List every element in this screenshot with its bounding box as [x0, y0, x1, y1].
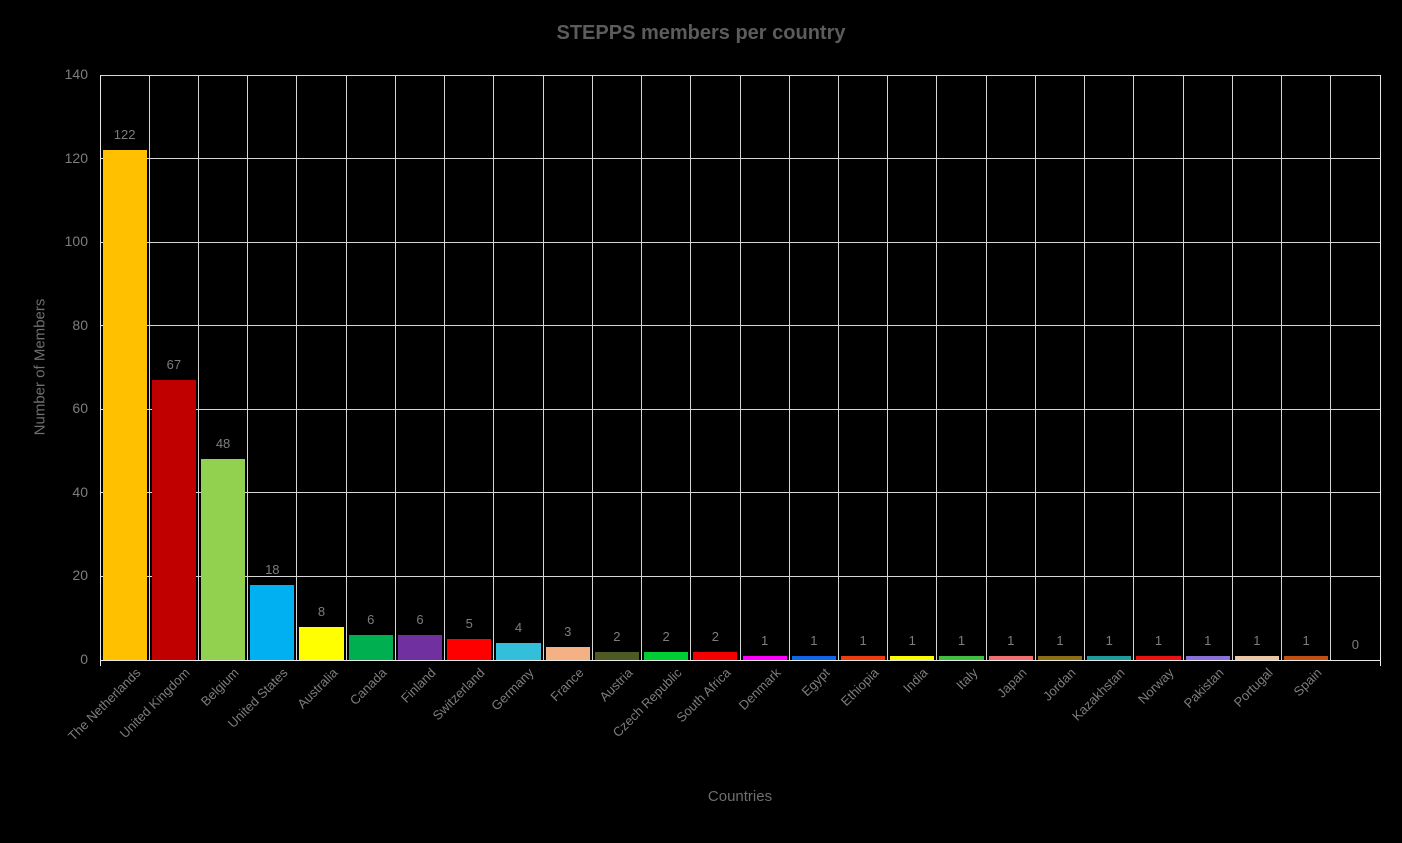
bar-belgium [200, 459, 246, 660]
bar-the-netherlands [102, 150, 147, 660]
bar-norway [1136, 655, 1181, 660]
bar-south-africa [693, 651, 738, 660]
bar-austria [594, 651, 640, 660]
bar-value-label: 1 [810, 632, 818, 648]
bar-denmark [742, 655, 787, 660]
bar-value-label: 3 [564, 624, 572, 640]
v-gridline [591, 75, 593, 660]
bar-italy [939, 655, 984, 660]
v-gridline [394, 75, 396, 660]
bar-ethiopia [840, 655, 886, 660]
bar-value-label: 1 [957, 632, 966, 648]
v-gridline [493, 75, 495, 660]
y-tick-label: 60 [72, 400, 88, 417]
v-gridline [887, 75, 889, 660]
bar-pakistan [1185, 655, 1230, 660]
bar-value-label: 1 [1253, 632, 1261, 648]
bar-value-label: 1 [1105, 632, 1113, 648]
bar-france [545, 647, 590, 660]
v-gridline [690, 75, 692, 660]
bar-united-kingdom [151, 380, 196, 660]
bar-value-label: 1 [1007, 632, 1015, 648]
bar-value-label: 0 [1351, 637, 1359, 652]
bar-value-label: 1 [760, 632, 769, 648]
bar-value-label: 18 [265, 561, 280, 577]
v-gridline [542, 75, 544, 660]
bar-value-label: 2 [711, 628, 719, 644]
bar-switzerland [447, 639, 492, 660]
bar-canada [348, 634, 393, 660]
bar-value-label: 1 [908, 632, 916, 648]
bar-united-states [250, 584, 295, 660]
chart-title: STEPPS members per country [556, 22, 846, 44]
v-gridline [1182, 75, 1184, 660]
bar-finland [397, 634, 443, 660]
v-gridline [936, 75, 938, 660]
bar-value-label: 1 [859, 632, 867, 648]
bar-value-label: 2 [613, 628, 621, 644]
v-gridline [444, 75, 446, 660]
bar-value-label: 6 [416, 611, 424, 627]
bar-value-label: 1 [1154, 632, 1163, 648]
v-gridline [837, 75, 839, 660]
bar-spain [1284, 655, 1329, 660]
bar-value-label: 48 [215, 436, 231, 452]
v-gridline [1231, 75, 1233, 660]
v-gridline [1330, 75, 1332, 660]
y-tick-label: 140 [64, 66, 88, 82]
v-gridline [739, 75, 741, 660]
bar-japan [988, 655, 1033, 660]
v-gridline [1034, 75, 1036, 660]
v-gridline [197, 75, 199, 660]
v-gridline [345, 75, 347, 660]
bar-value-label: 6 [367, 611, 375, 627]
bar-value-label: 4 [514, 620, 523, 636]
v-gridline [296, 75, 298, 660]
v-gridline [1084, 75, 1086, 660]
bar-india [890, 655, 935, 660]
y-axis-line [99, 75, 101, 666]
v-gridline [1281, 75, 1283, 660]
bar-germany [496, 643, 541, 660]
v-gridline [148, 75, 150, 660]
bar-australia [299, 626, 344, 660]
bar-portugal [1234, 655, 1280, 660]
bar-value-label: 1 [1056, 632, 1064, 648]
bar-jordan [1037, 655, 1083, 660]
v-gridline [247, 75, 249, 660]
v-gridline [1133, 75, 1135, 660]
bar-value-label: 122 [113, 127, 136, 143]
y-tick-label: 100 [64, 233, 88, 250]
y-tick-label: 80 [72, 316, 88, 333]
bar-value-label: 5 [465, 616, 473, 632]
h-gridline [100, 659, 1380, 661]
v-gridline [788, 75, 790, 660]
bar-value-label: 67 [166, 357, 182, 373]
bar-value-label: 8 [317, 603, 326, 619]
v-gridline [641, 75, 643, 660]
v-gridline [1379, 75, 1381, 666]
bar-value-label: 1 [1302, 632, 1310, 648]
y-tick-label: 0 [80, 651, 88, 667]
x-axis-title: Countries [707, 788, 773, 805]
v-gridline [985, 75, 987, 660]
bar-czech-republic [644, 651, 689, 660]
bar-egypt [791, 655, 836, 660]
bar-value-label: 2 [662, 628, 670, 644]
y-tick-label: 20 [72, 567, 88, 584]
y-tick-label: 40 [72, 483, 88, 500]
bar-kazakhstan [1087, 655, 1132, 660]
bar-value-label: 1 [1204, 632, 1212, 648]
y-tick-label: 120 [64, 149, 88, 166]
